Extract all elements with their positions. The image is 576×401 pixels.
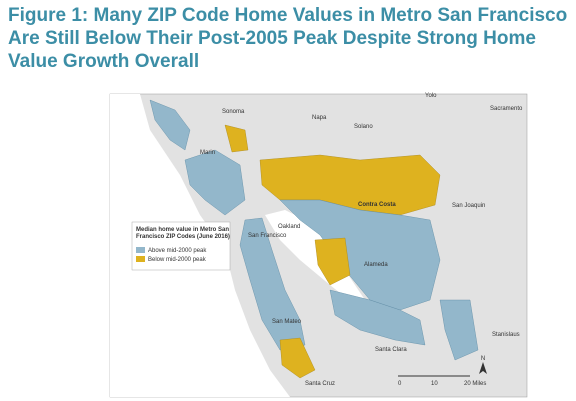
place-label: Sacramento xyxy=(490,106,523,112)
place-label: Santa Clara xyxy=(375,347,407,353)
place-label: Marin xyxy=(200,150,215,156)
scale-label: 20 Miles xyxy=(464,381,486,387)
region xyxy=(224,124,249,153)
place-label: Solano xyxy=(354,124,373,130)
place-label: Napa xyxy=(312,115,327,121)
legend-swatch xyxy=(136,256,145,262)
legend-box xyxy=(131,221,231,271)
region xyxy=(439,299,479,361)
place-label: Yolo xyxy=(425,93,437,99)
region xyxy=(149,99,191,151)
place-label: Contra Costa xyxy=(358,202,396,208)
place-label: San Joaquin xyxy=(452,203,485,209)
legend-label: Below mid-2000 peak xyxy=(148,257,207,263)
region xyxy=(314,237,351,286)
scale-label: 10 xyxy=(431,381,438,387)
bay xyxy=(265,210,365,305)
north-arrow xyxy=(479,362,487,374)
scale-label: 0 xyxy=(398,381,402,387)
legend-swatch xyxy=(136,247,145,253)
place-label: Stanislaus xyxy=(492,332,520,338)
region xyxy=(279,337,316,379)
place-label: Oakland xyxy=(278,224,300,230)
region xyxy=(184,149,246,216)
figure-title: Figure 1: Many ZIP Code Home Values in M… xyxy=(8,5,568,72)
place-label: Sonoma xyxy=(222,109,245,115)
region xyxy=(329,289,426,346)
place-label: San Francisco xyxy=(248,233,287,239)
legend-label: Above mid-2000 peak xyxy=(148,248,207,254)
place-label: Alameda xyxy=(364,262,388,268)
legend-title: Median home value in Metro San Francisco… xyxy=(136,227,231,240)
place-label: Santa Cruz xyxy=(305,381,335,387)
north-label: N xyxy=(481,356,485,362)
region xyxy=(239,217,306,351)
place-label: San Mateo xyxy=(272,319,302,325)
region xyxy=(279,199,441,311)
